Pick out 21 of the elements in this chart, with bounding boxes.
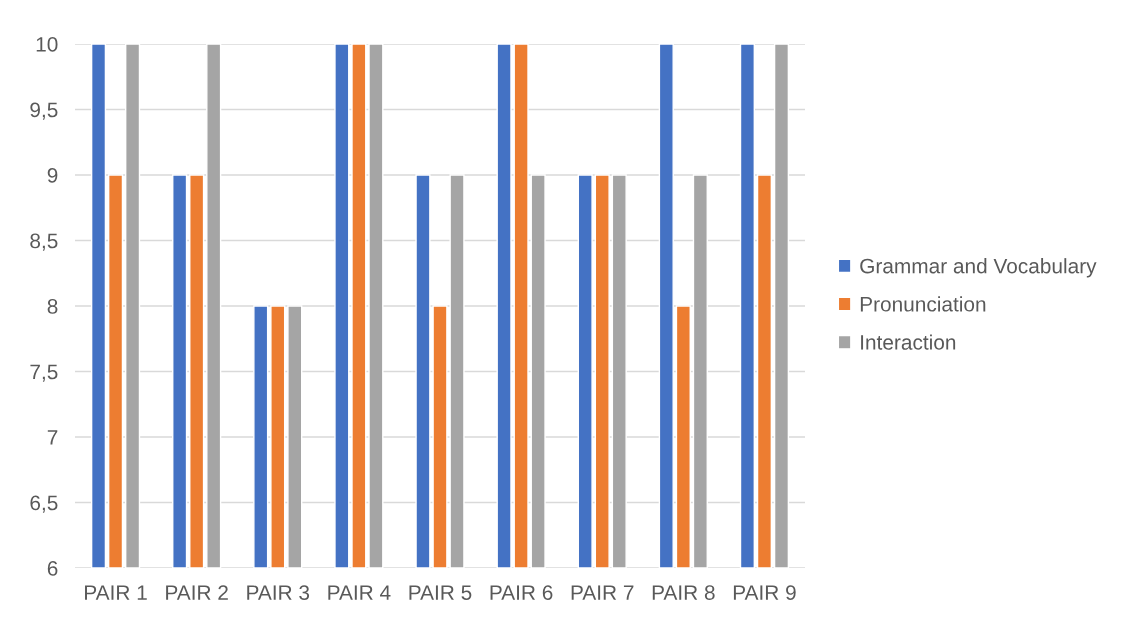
legend-label: Interaction xyxy=(861,334,956,350)
x-tick-label: PAIR 7 xyxy=(571,585,634,600)
x-tick-label: PAIR 4 xyxy=(328,585,391,600)
x-tick-label: PAIR 2 xyxy=(166,585,228,600)
legend-label: Grammar and Vocabulary xyxy=(860,258,1097,278)
y-tick-label: 6 xyxy=(47,561,58,576)
x-tick-label: PAIR 1 xyxy=(85,585,147,600)
y-tick-label: 6,5 xyxy=(30,495,58,513)
y-tick-label: 9 xyxy=(47,168,58,183)
y-tick-label: 9,5 xyxy=(30,102,58,120)
y-tick-label: 7 xyxy=(47,430,58,445)
y-tick-label: 8 xyxy=(47,299,58,314)
x-tick-label: PAIR 6 xyxy=(490,585,553,600)
legend-label: Pronunciation xyxy=(860,296,986,312)
x-tick-label: PAIR 3 xyxy=(247,585,310,600)
y-tick-label: 7,5 xyxy=(30,364,58,382)
y-tick-label: 8,5 xyxy=(30,233,58,251)
x-tick-label: PAIR 9 xyxy=(733,585,796,600)
x-tick-label: PAIR 8 xyxy=(652,585,715,600)
x-tick-label: PAIR 5 xyxy=(409,585,472,600)
y-tick-label: 10 xyxy=(36,37,58,52)
